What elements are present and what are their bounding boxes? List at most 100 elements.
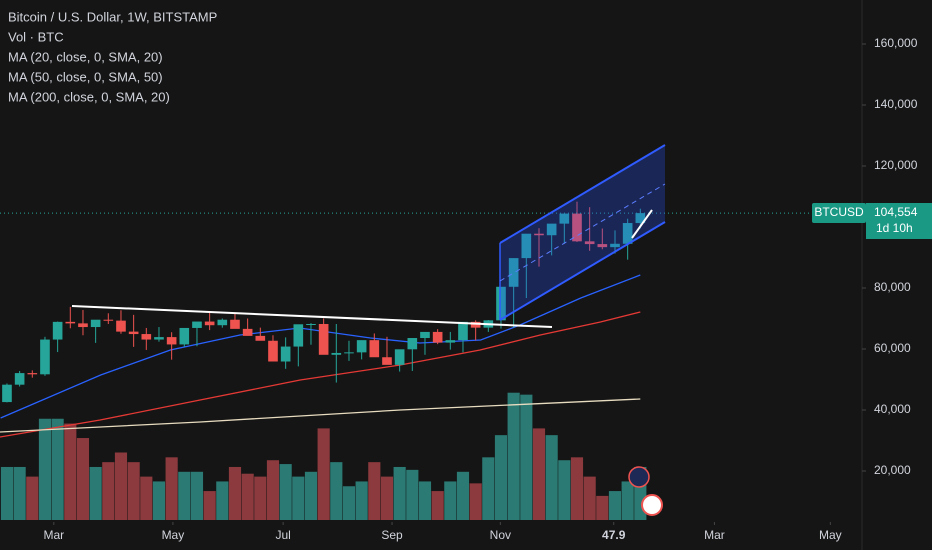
candle-body: [356, 340, 367, 353]
volume-bar: [380, 476, 394, 520]
candle-body: [128, 331, 139, 335]
candle-body: [65, 321, 76, 324]
volume-bar: [558, 460, 571, 520]
volume-bar: [608, 491, 622, 520]
candle-body: [445, 340, 456, 343]
x-tick-label: Mar: [704, 528, 725, 542]
price-tag: [866, 203, 932, 239]
x-tick-label: Sep: [381, 528, 403, 542]
arrow-line: [631, 209, 653, 239]
candle-body: [293, 324, 304, 347]
candle-body: [141, 334, 152, 340]
volume-bar: [241, 473, 254, 520]
candle-body: [496, 286, 506, 321]
ma-line: [0, 274, 641, 419]
y-tick-label: 40,000: [874, 402, 911, 416]
volume-bar: [507, 392, 520, 520]
candle-body: [255, 335, 266, 341]
volume-bar: [596, 495, 609, 520]
y-tick-label: 20,000: [874, 463, 911, 477]
candle-body: [318, 323, 329, 355]
volume-bar: [621, 481, 634, 520]
volume-bar: [317, 428, 330, 520]
candle-body: [116, 320, 126, 332]
volume-bar: [418, 481, 432, 520]
flag-icon[interactable]: [641, 494, 663, 516]
legend-line: MA (200, close, 0, SMA, 20): [8, 89, 170, 104]
candle-body: [306, 323, 316, 325]
volume-bar: [51, 418, 64, 520]
volume-bar: [368, 462, 381, 520]
candle-body: [369, 340, 380, 358]
volume-bar: [203, 491, 216, 520]
volume-bar: [228, 466, 242, 520]
volume-bar: [38, 418, 52, 520]
volume-bar: [89, 466, 102, 520]
volume-bar: [127, 462, 140, 520]
plot-area: 20,000 40,000 60,000 80,000 120,000 140,000 16…: [0, 36, 918, 542]
candle-body: [52, 321, 63, 340]
symbol-label: BTCUSD: [814, 205, 864, 219]
channel-fill: [500, 145, 665, 320]
volume-bar: [102, 462, 115, 520]
volume-bar: [532, 428, 546, 520]
volume-bar: [494, 435, 508, 520]
channel-mid: [499, 183, 666, 282]
trend-line: [71, 305, 553, 328]
volume-bar: [342, 486, 356, 520]
candle-body: [420, 331, 430, 339]
volume-bar: [304, 471, 318, 520]
volume-bar: [26, 476, 39, 520]
candle-body: [458, 321, 468, 341]
volume-bar: [114, 452, 128, 520]
ma-line: [0, 311, 641, 438]
channel-top: [499, 144, 666, 244]
volume-bar: [254, 476, 267, 520]
volume-bar: [469, 483, 482, 520]
candle-body: [331, 352, 342, 355]
candle-body: [432, 331, 443, 343]
y-tick-label: 120,000: [874, 158, 918, 172]
candle-body: [154, 337, 164, 340]
candle-body: [14, 373, 25, 385]
x-tick-label: Mar: [43, 528, 64, 542]
volume-bar: [140, 476, 153, 520]
candle-body: [40, 339, 50, 375]
volume-bar: [482, 457, 495, 520]
volume-bar: [393, 466, 406, 520]
volume-bar: [279, 464, 292, 520]
candle-body: [508, 258, 519, 287]
candle-body: [407, 338, 418, 350]
candle-body: [572, 213, 582, 242]
candle-body: [192, 321, 202, 328]
volume-bar: [570, 457, 584, 520]
candle-body: [546, 223, 557, 236]
volume-bar: [13, 466, 26, 520]
chart-title: Bitcoin / U.S. Dollar, 1W, BITSTAMP: [8, 9, 217, 24]
candle-body: [179, 327, 190, 345]
candle-body: [230, 319, 240, 329]
y-tick-label: 80,000: [874, 280, 911, 294]
candle-body: [394, 349, 405, 365]
legend-line: MA (20, close, 0, SMA, 20): [8, 49, 163, 64]
candle-body: [584, 241, 595, 245]
candle-body: [597, 244, 608, 248]
volume-bar: [178, 471, 191, 520]
volume-bar: [152, 481, 166, 520]
candle-body: [217, 319, 228, 326]
candle-body: [78, 323, 88, 328]
candle-body: [382, 357, 392, 365]
y-tick-label: 140,000: [874, 97, 918, 111]
volume-bar: [165, 457, 178, 520]
event-icon[interactable]: [628, 466, 650, 488]
legend-line: MA (50, close, 0, SMA, 50): [8, 69, 163, 84]
volume-bar: [0, 466, 14, 520]
volume-bar: [456, 471, 470, 520]
last-price-label: 104,554: [874, 205, 918, 219]
x-tick-label: May: [819, 528, 842, 542]
volume-bar: [355, 481, 368, 520]
volume-bar: [292, 476, 305, 520]
volume-bar: [76, 438, 90, 520]
candle-body: [242, 328, 253, 336]
volume-bar: [330, 462, 343, 520]
